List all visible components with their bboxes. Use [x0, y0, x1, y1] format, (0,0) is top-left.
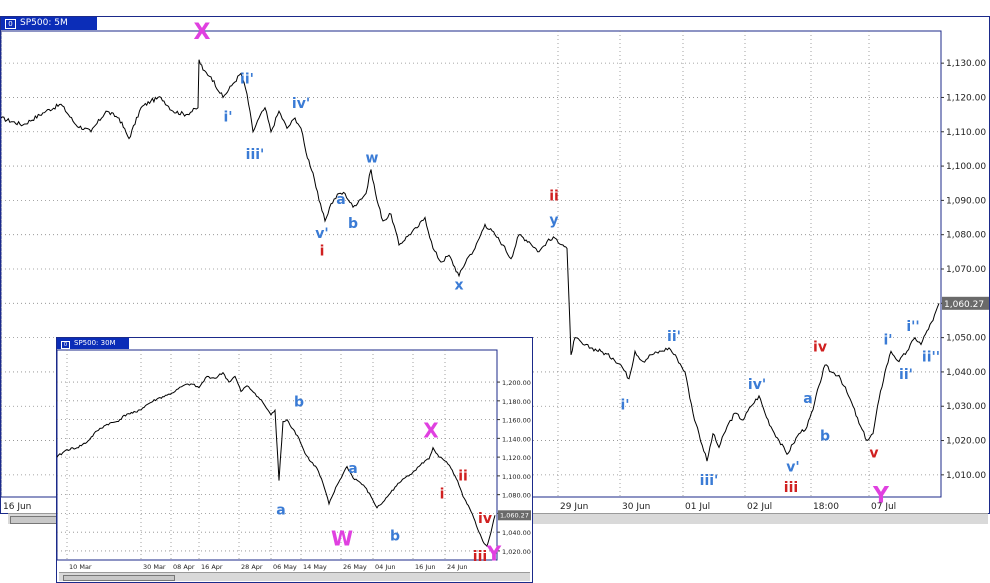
wave-label: a — [348, 461, 357, 477]
x-tick-label: 28 Apr — [241, 563, 263, 571]
wave-label: ii — [458, 469, 468, 485]
price-series-line — [1, 59, 940, 462]
wave-label: iv' — [748, 377, 766, 393]
wave-label: X — [194, 20, 211, 45]
window-menu-icon[interactable]: 0 — [5, 19, 16, 29]
x-tick-label: 29 Jun — [560, 502, 588, 512]
wave-label: x — [454, 278, 463, 294]
main-scrollbar-thumb[interactable] — [10, 516, 60, 524]
y-tick-label: 1,110.00 — [946, 128, 986, 138]
x-tick-label: 16 Jun — [3, 502, 31, 512]
wave-label: X — [423, 418, 439, 442]
inset-horizontal-scrollbar[interactable] — [59, 572, 530, 581]
y-tick-label: 1,020.00 — [502, 548, 531, 556]
wave-label: v' — [315, 226, 328, 242]
wave-label: b — [820, 429, 830, 445]
wave-label: i' — [883, 332, 892, 348]
wave-label: w — [366, 151, 379, 167]
x-tick-label: 14 May — [303, 563, 327, 571]
y-tick-label: 1,020.00 — [946, 437, 986, 447]
inset-window-menu-icon[interactable]: 0 — [61, 341, 70, 349]
inset-scrollbar-thumb[interactable] — [63, 575, 175, 581]
x-tick-label: 01 Jul — [685, 502, 710, 512]
wave-label: Y — [486, 541, 502, 565]
wave-label: iii — [784, 480, 798, 496]
wave-label: ii' — [667, 329, 681, 345]
wave-label: b — [294, 394, 304, 410]
inset-chart-titlebar: 0 SP500: 30M — [57, 338, 129, 349]
wave-label: i' — [620, 398, 629, 414]
wave-label: iv — [478, 511, 492, 527]
y-tick-label: 1,100.00 — [502, 473, 531, 481]
y-tick-label: 1,030.00 — [946, 402, 986, 412]
x-tick-label: 02 Jul — [747, 502, 772, 512]
y-tick-label: 1,130.00 — [946, 59, 986, 69]
x-tick-label: 08 Apr — [173, 563, 195, 571]
inset-chart-panel: 0 SP500: 30M 1,200.00 1,180.00 1,160.00 1,14… — [56, 337, 533, 583]
x-tick-label: 16 Apr — [201, 563, 223, 571]
wave-label: iv' — [292, 96, 310, 112]
wave-label: iii — [473, 549, 487, 565]
wave-label: v' — [786, 459, 799, 475]
last-price-tag — [942, 296, 989, 310]
wave-label: iii' — [246, 147, 265, 163]
y-tick-label: 1,120.00 — [946, 93, 986, 103]
wave-label: ii'' — [922, 350, 940, 366]
y-tick-label: 1,070.00 — [946, 265, 986, 275]
x-tick-label: 10 Mar — [69, 563, 92, 571]
x-tick-label: 06 May — [273, 563, 297, 571]
wave-label: i'' — [906, 319, 919, 335]
wave-label: ii' — [240, 72, 254, 88]
wave-label: v — [869, 446, 878, 462]
wave-label: y — [549, 212, 558, 228]
last-price-label: 1,060.27 — [500, 512, 529, 520]
y-tick-label: 1,120.00 — [502, 454, 531, 462]
y-tick-label: 1,080.00 — [502, 492, 531, 500]
y-tick-label: 1,080.00 — [946, 231, 986, 241]
wave-label: ii' — [899, 367, 913, 383]
y-tick-label: 1,040.00 — [946, 368, 986, 378]
x-tick-label: 18:00 — [813, 502, 839, 512]
wave-label: a — [276, 502, 285, 518]
wave-label: ii — [549, 188, 559, 204]
wave-label: W — [331, 526, 353, 550]
main-chart-titlebar: 0 SP500: 5M — [1, 17, 97, 30]
wave-label: iv — [813, 339, 827, 355]
x-tick-label: 26 May — [343, 563, 367, 571]
y-tick-label: 1,090.00 — [946, 196, 986, 206]
y-tick-label: 1,180.00 — [502, 398, 531, 406]
y-tick-label: 1,140.00 — [502, 435, 531, 443]
wave-label: i' — [223, 109, 232, 125]
x-tick-label: 16 Jun — [415, 563, 436, 571]
wave-label: b — [348, 216, 358, 232]
wave-label: a — [336, 192, 345, 208]
x-tick-label: 07 Jul — [871, 502, 896, 512]
price-series-line — [57, 371, 496, 548]
wave-label: i — [320, 243, 325, 259]
last-price-tag — [498, 510, 531, 521]
y-tick-label: 1,160.00 — [502, 417, 531, 425]
inset-chart-plot: 1,200.00 1,180.00 1,160.00 1,140.00 1,120.00… — [57, 349, 531, 571]
y-tick-label: 1,100.00 — [946, 162, 986, 172]
main-chart-symbol: SP500: 5M — [20, 18, 68, 28]
y-tick-label: 1,040.00 — [502, 529, 531, 537]
x-tick-label: 04 Jun — [375, 563, 396, 571]
x-tick-label: 30 Jun — [622, 502, 650, 512]
wave-label: i — [440, 486, 445, 502]
y-tick-label: 1,050.00 — [946, 334, 986, 344]
last-price-label: 1,060.27 — [944, 300, 984, 310]
wave-label: Y — [872, 483, 890, 508]
x-tick-label: 24 Jun — [447, 563, 468, 571]
y-tick-label: 1,010.00 — [946, 471, 986, 481]
plot-frame — [57, 349, 498, 561]
wave-label: a — [803, 391, 812, 407]
y-tick-label: 1,200.00 — [502, 379, 531, 387]
wave-label: b — [390, 529, 400, 545]
wave-label: iii' — [700, 473, 719, 489]
inset-chart-symbol: SP500: 30M — [74, 339, 116, 347]
x-tick-label: 30 Mar — [143, 563, 166, 571]
